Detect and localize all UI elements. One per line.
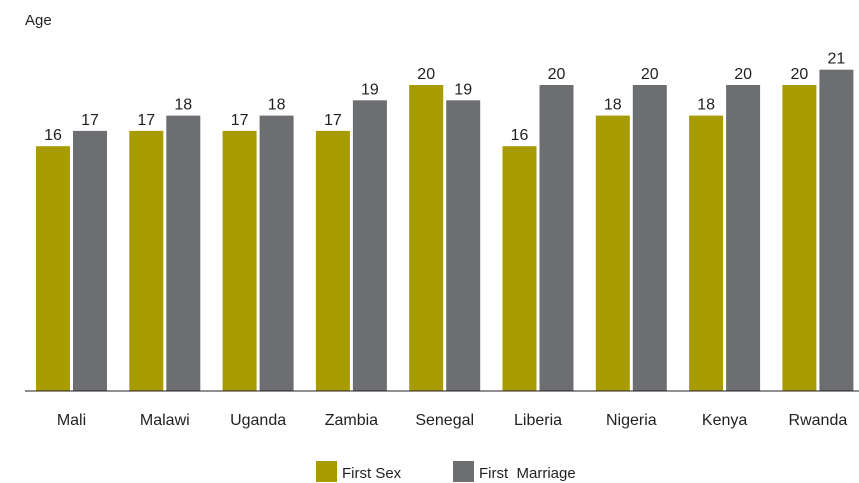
legend-label: First Marriage [479,465,576,482]
bar-first-sex [315,130,350,391]
value-label: 18 [268,97,286,114]
value-label: 20 [548,66,566,83]
value-label: 17 [231,112,249,129]
bar-first-sex [129,130,164,391]
bars-layer [36,69,854,392]
bar-first-marriage [726,85,761,391]
value-label: 20 [417,66,435,83]
category-label: Uganda [230,412,286,429]
value-label: 21 [828,51,846,68]
value-label: 17 [324,112,342,129]
category-label: Nigeria [606,412,657,429]
bar-first-marriage [446,100,481,392]
bar-first-marriage [819,69,854,391]
category-label: Rwanda [789,412,848,429]
category-label: Liberia [514,412,562,429]
value-label: 16 [44,127,62,144]
value-label: 17 [81,112,99,129]
bar-first-marriage [73,130,107,391]
bar-first-marriage [539,85,574,391]
bar-first-sex [409,85,444,391]
value-label: 16 [511,127,529,144]
category-label: Malawi [140,412,190,429]
legend: First Sex First Marriage [316,461,576,482]
bar-first-marriage [632,85,667,391]
category-label: Mali [57,412,86,429]
bar-first-sex [502,146,537,391]
value-label: 18 [174,97,192,114]
bar-first-marriage [352,100,387,392]
legend-swatch [453,461,474,482]
y-axis-label: Age [25,12,52,29]
value-label: 20 [734,66,752,83]
bar-first-marriage [166,115,201,391]
value-label: 19 [454,81,472,98]
bar-first-sex [689,115,724,391]
bar-first-sex [595,115,630,391]
value-label: 17 [137,112,155,129]
legend-label: First Sex [342,465,402,482]
bar-first-sex [36,146,70,391]
value-labels-layer: 16 17 17 18 17 18 17 19 20 19 16 20 18 20 18 20 20 21 [44,51,846,144]
value-label: 18 [604,97,622,114]
value-label: 19 [361,81,379,98]
category-labels-layer: Mali Malawi Uganda Zambia Senegal Liberia Nige… [57,412,848,429]
bar-first-marriage [259,115,294,391]
value-label: 18 [697,97,715,114]
value-label: 20 [791,66,809,83]
category-label: Senegal [415,412,474,429]
category-label: Zambia [325,412,378,429]
value-label: 20 [641,66,659,83]
legend-swatch [316,461,337,482]
bar-first-sex [782,85,817,391]
bar-first-sex [222,130,257,391]
category-label: Kenya [702,412,747,429]
